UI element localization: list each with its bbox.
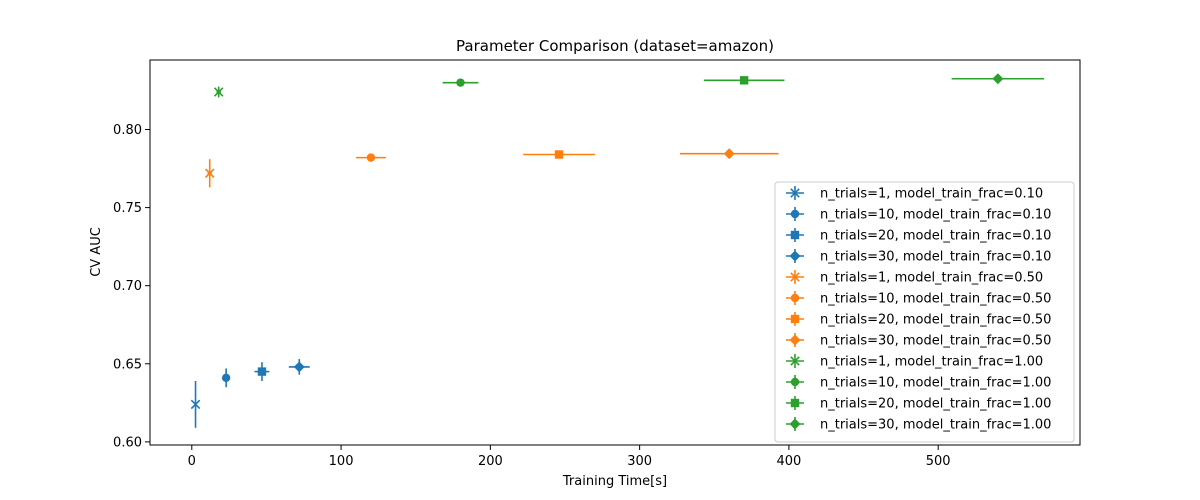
data-point <box>723 148 735 160</box>
x-axis-label: Training Time[s] <box>562 474 667 489</box>
data-point <box>293 361 305 373</box>
legend-marker <box>790 377 800 387</box>
legend-label: n_trials=1, model_train_frac=0.10 <box>820 187 1043 202</box>
y-tick-label: 0.65 <box>113 357 142 372</box>
x-tick-label: 200 <box>478 454 503 469</box>
legend-label: n_trials=10, model_train_frac=0.50 <box>820 292 1051 307</box>
legend-marker <box>790 293 800 303</box>
data-point <box>190 399 201 410</box>
legend-marker <box>790 230 800 240</box>
y-tick-label: 0.70 <box>113 279 142 294</box>
legend-label: n_trials=30, model_train_frac=1.00 <box>820 418 1051 433</box>
legend-item: n_trials=30, model_train_frac=0.10 <box>786 249 1051 265</box>
legend-label: n_trials=20, model_train_frac=0.50 <box>820 313 1051 328</box>
series-2 <box>221 368 231 388</box>
legend-item: n_trials=30, model_train_frac=1.00 <box>786 417 1051 433</box>
legend-label: n_trials=30, model_train_frac=0.50 <box>820 334 1051 349</box>
data-point <box>554 150 564 159</box>
legend-marker <box>790 188 800 198</box>
series-8 <box>679 148 779 160</box>
legend-marker <box>789 418 801 430</box>
x-tick-label: 0 <box>188 454 196 469</box>
series-1 <box>190 380 201 428</box>
legend-item: n_trials=20, model_train_frac=0.10 <box>786 228 1051 244</box>
legend-marker <box>790 356 800 366</box>
data-point <box>204 168 215 179</box>
legend-label: n_trials=30, model_train_frac=0.10 <box>820 250 1051 265</box>
legend-marker <box>790 272 800 282</box>
series-11 <box>703 76 785 85</box>
y-tick-label: 0.75 <box>113 201 142 216</box>
x-tick-label: 300 <box>627 454 652 469</box>
series-6 <box>356 153 386 162</box>
series-12 <box>951 73 1045 85</box>
legend-item: n_trials=10, model_train_frac=1.00 <box>786 375 1051 391</box>
legend-item: n_trials=10, model_train_frac=0.10 <box>786 207 1051 223</box>
data-point <box>456 78 465 87</box>
series-7 <box>523 150 595 159</box>
legend-marker <box>790 314 800 324</box>
x-tick-label: 500 <box>926 454 951 469</box>
legend-marker <box>790 209 800 219</box>
data-point <box>213 87 224 97</box>
legend-label: n_trials=20, model_train_frac=0.10 <box>820 229 1051 244</box>
series-10 <box>442 78 479 87</box>
data-point <box>992 73 1004 85</box>
y-axis-label: CV AUC <box>89 227 104 277</box>
legend-item: n_trials=20, model_train_frac=0.50 <box>786 312 1051 328</box>
y-axis: 0.60 0.65 0.70 0.75 0.80 <box>113 123 150 450</box>
legend-marker <box>789 250 801 262</box>
series-9 <box>213 86 224 98</box>
x-tick-label: 400 <box>776 454 801 469</box>
series-4 <box>288 359 310 375</box>
legend-item: n_trials=10, model_train_frac=0.50 <box>786 291 1051 307</box>
legend-item: n_trials=30, model_train_frac=0.50 <box>786 333 1051 349</box>
legend-item: n_trials=1, model_train_frac=0.50 <box>786 270 1043 286</box>
legend-item: n_trials=20, model_train_frac=1.00 <box>786 396 1051 412</box>
legend-label: n_trials=1, model_train_frac=1.00 <box>820 355 1043 370</box>
legend-label: n_trials=10, model_train_frac=1.00 <box>820 376 1051 391</box>
legend: n_trials=1, model_train_frac=0.10 n_trial… <box>774 181 1075 443</box>
legend-frame <box>774 181 1075 443</box>
legend-marker <box>789 334 801 346</box>
legend-label: n_trials=1, model_train_frac=0.50 <box>820 271 1043 286</box>
x-tick-label: 100 <box>329 454 354 469</box>
data-point <box>739 76 749 85</box>
data-point <box>366 153 376 162</box>
y-tick-label: 0.60 <box>113 435 142 450</box>
data-point <box>257 367 267 376</box>
legend-label: n_trials=10, model_train_frac=0.10 <box>820 208 1051 223</box>
plot-frame <box>149 59 1081 446</box>
chart-title: Parameter Comparison (dataset=amazon) <box>456 37 774 55</box>
plot-area <box>190 73 1045 428</box>
legend-label: n_trials=20, model_train_frac=1.00 <box>820 397 1051 412</box>
legend-marker <box>790 398 800 408</box>
series-3 <box>254 362 270 381</box>
legend-item: n_trials=1, model_train_frac=0.10 <box>786 186 1043 202</box>
legend-item: n_trials=1, model_train_frac=1.00 <box>786 354 1043 370</box>
series-5 <box>204 159 215 188</box>
y-tick-label: 0.80 <box>113 123 142 138</box>
data-point <box>221 373 231 383</box>
x-axis: 0 100 200 300 400 500 <box>188 445 951 469</box>
